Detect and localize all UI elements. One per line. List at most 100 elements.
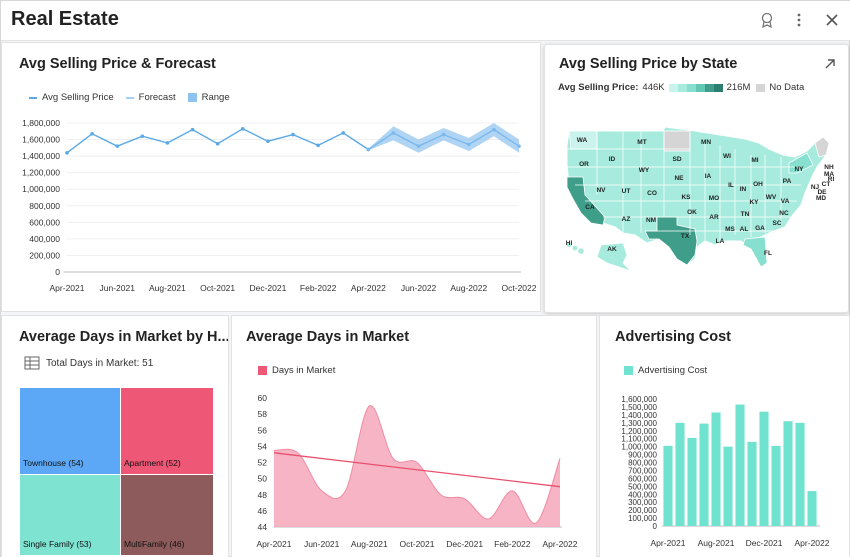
legend-box-swatch — [258, 366, 267, 375]
forecast-card[interactable]: Avg Selling Price & Forecast Avg Selling… — [1, 42, 541, 312]
data-point[interactable] — [215, 141, 220, 146]
advertising-bar[interactable] — [735, 404, 745, 526]
data-point[interactable] — [266, 139, 270, 144]
advertising-card[interactable]: Advertising Cost Advertising Cost 0 100,0… — [599, 315, 850, 557]
advertising-bar[interactable] — [675, 422, 685, 526]
y-tick-label: 1,200,000 — [22, 168, 60, 178]
advertising-bar[interactable] — [711, 412, 721, 526]
x-tick-label: Oct-2021 — [400, 539, 435, 549]
data-point[interactable] — [466, 142, 471, 147]
data-point[interactable] — [140, 134, 145, 139]
state-label-tx: TX — [681, 233, 690, 240]
x-tick-label: Dec-2021 — [249, 283, 286, 293]
state-hi-island[interactable] — [566, 242, 572, 248]
data-point[interactable] — [441, 132, 446, 137]
advertising-bar[interactable] — [723, 446, 733, 526]
y-tick-label: 1,600,000 — [22, 135, 60, 145]
state-hi-island[interactable] — [572, 245, 578, 251]
legend-label: Advertising Cost — [638, 365, 708, 376]
treemap-card[interactable]: Average Days in Market by H... Total Day… — [1, 315, 229, 557]
legend-label: Days in Market — [272, 365, 336, 376]
advertising-bar[interactable] — [807, 491, 817, 526]
state-label-il: IL — [728, 182, 734, 189]
data-point[interactable] — [240, 126, 245, 131]
state-hi-island[interactable] — [578, 248, 584, 254]
x-tick-label: Apr-2022 — [795, 538, 830, 548]
data-point[interactable] — [65, 151, 69, 155]
state-label-wa: WA — [577, 137, 588, 144]
range-band[interactable] — [368, 123, 519, 153]
state-label-fl: FL — [764, 250, 772, 257]
advertising-bar[interactable] — [663, 445, 673, 526]
state-fl[interactable] — [742, 236, 768, 268]
state-label-wi: WI — [723, 153, 731, 160]
y-tick-label: 48 — [258, 490, 268, 500]
y-tick-label: 200,000 — [628, 506, 657, 515]
legend-item-days[interactable]: Days in Market — [258, 365, 335, 376]
state-ak[interactable] — [596, 242, 632, 272]
data-point[interactable] — [416, 144, 421, 148]
data-point[interactable] — [165, 141, 170, 145]
y-tick-label: 1,100,000 — [621, 435, 657, 444]
data-point[interactable] — [391, 131, 396, 135]
expand-icon[interactable] — [823, 57, 837, 71]
state-no-data[interactable] — [663, 130, 691, 152]
treemap-cell-townhouse[interactable]: Townhouse (54) — [20, 388, 120, 474]
forecast-chart[interactable]: 0 200,000 400,000 600,000 800,000 1,000,000 1,… — [2, 43, 541, 312]
avg-price-line[interactable] — [66, 127, 369, 154]
advertising-bar[interactable] — [771, 445, 781, 526]
treemap-cell-label: MultiFamily (46) — [124, 539, 185, 549]
state-tx[interactable] — [644, 216, 698, 266]
state-me[interactable] — [814, 136, 830, 158]
legend-item-range[interactable]: Range — [187, 92, 230, 103]
data-point[interactable] — [90, 131, 94, 136]
alaska-hawaii — [566, 242, 632, 272]
y-tick-label: 600,000 — [29, 217, 60, 227]
app-header: Real Estate — [1, 1, 850, 41]
data-point[interactable] — [115, 144, 120, 148]
close-icon[interactable] — [822, 10, 842, 30]
treemap-cell-label: Apartment (52) — [124, 458, 181, 468]
legend-item-advertising[interactable]: Advertising Cost — [624, 365, 707, 376]
advertising-bar[interactable] — [795, 422, 805, 526]
advertising-bar[interactable] — [747, 441, 757, 526]
data-point[interactable] — [517, 144, 521, 148]
state-ny[interactable] — [788, 152, 814, 174]
data-point[interactable] — [316, 143, 320, 148]
state-label-in: IN — [740, 186, 747, 193]
state-label-ma: MA — [824, 171, 834, 178]
advertising-bar[interactable] — [783, 421, 793, 526]
map-card[interactable]: Avg Selling Price by State Avg Selling P… — [544, 44, 849, 313]
days-chart[interactable]: 44 46 48 50 52 54 56 58 60 Apr-2021 Jun-2021 Aug-20… — [232, 316, 597, 557]
advertising-chart[interactable]: 0100,000200,000300,000400,000500,000600,… — [600, 316, 850, 557]
treemap-cell-multifamily[interactable]: MultiFamily (46) — [121, 475, 213, 555]
data-point[interactable] — [492, 127, 496, 132]
y-tick-label: 600,000 — [628, 474, 657, 483]
treemap-cell-single-family[interactable]: Single Family (53) — [20, 475, 120, 555]
badge-icon[interactable] — [757, 10, 777, 30]
data-point[interactable] — [366, 147, 371, 152]
data-point[interactable] — [291, 132, 295, 137]
days-area[interactable] — [274, 405, 560, 527]
more-vertical-icon[interactable] — [789, 10, 809, 30]
advertising-bar[interactable] — [759, 411, 769, 526]
treemap-cell-apartment[interactable]: Apartment (52) — [121, 388, 213, 474]
trend-line[interactable] — [273, 452, 561, 488]
data-point[interactable] — [190, 127, 195, 132]
state-label-az: AZ — [622, 216, 631, 223]
state-label-md: MD — [816, 195, 826, 202]
advertising-bar[interactable] — [687, 437, 697, 526]
advertising-card-title: Advertising Cost — [615, 329, 732, 345]
y-tick-label: 0 — [55, 267, 60, 277]
state-borders — [567, 131, 801, 245]
advertising-bar[interactable] — [699, 423, 709, 526]
days-card[interactable]: Average Days in Market Days in Market 44… — [231, 315, 597, 557]
data-point[interactable] — [341, 131, 346, 135]
legend-item-avg-price[interactable]: Avg Selling Price — [29, 92, 114, 103]
legend-label: Forecast — [138, 92, 176, 103]
y-tick-label: 100,000 — [628, 514, 657, 523]
legend-item-forecast[interactable]: Forecast — [125, 92, 176, 103]
x-tick-label: Dec-2021 — [446, 539, 483, 549]
